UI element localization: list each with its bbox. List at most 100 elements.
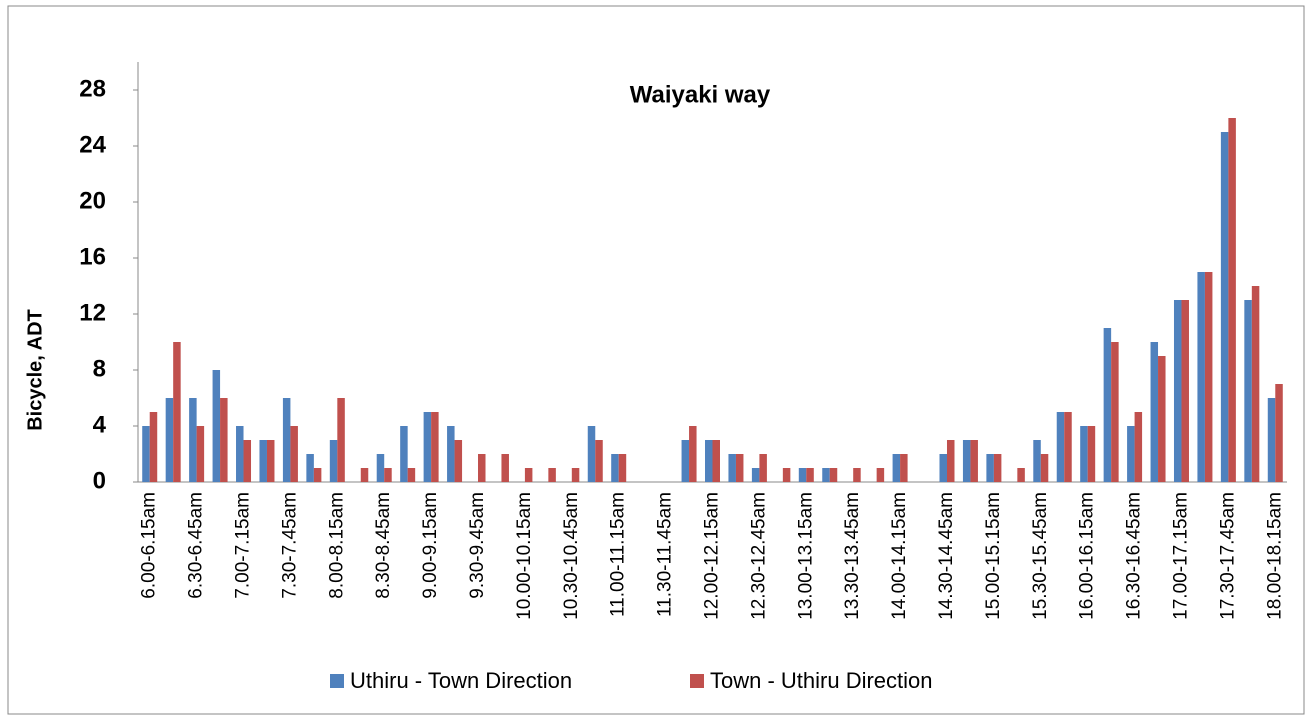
x-tick-label: 8.30-8.45am	[373, 492, 394, 599]
bar	[892, 454, 901, 482]
bar	[376, 454, 385, 482]
bar	[149, 412, 158, 482]
x-tick-label: 13.00-13.15am	[795, 492, 816, 620]
bar	[853, 468, 861, 482]
bar	[400, 426, 408, 482]
bar	[1251, 286, 1260, 482]
bar	[1033, 440, 1041, 482]
x-tick-label: 12.00-12.15am	[702, 492, 723, 620]
bar	[759, 454, 767, 482]
x-tick-label: 15.30-15.45am	[1030, 492, 1051, 620]
bar	[142, 426, 150, 482]
legend-label: Town - Uthiru Direction	[710, 668, 933, 693]
bar	[618, 454, 627, 482]
bar	[900, 454, 908, 482]
legend-swatch	[330, 674, 344, 688]
bar	[751, 468, 760, 482]
x-tick-label: 12.30-12.45am	[748, 492, 769, 620]
bar	[478, 454, 486, 482]
bar	[1150, 342, 1159, 482]
chart-border	[7, 5, 1305, 715]
x-tick-label: 6.00-6.15am	[139, 492, 160, 599]
x-tick-label: 14.30-14.45am	[936, 492, 957, 620]
bar	[1158, 356, 1166, 482]
bar	[548, 468, 556, 482]
bar	[689, 426, 697, 482]
bar	[165, 398, 174, 482]
bar	[939, 454, 947, 482]
bar	[970, 440, 978, 482]
x-tick-label: 8.00-8.15am	[326, 492, 347, 599]
y-tick-label: 24	[79, 131, 106, 158]
chart-title: Waiyaki way	[630, 81, 771, 108]
bar	[501, 454, 509, 482]
bar	[728, 454, 736, 482]
bar	[1103, 328, 1112, 482]
bar	[1127, 426, 1135, 482]
bar	[986, 454, 994, 482]
x-tick-label: 16.00-16.15am	[1077, 492, 1098, 620]
y-tick-label: 16	[79, 243, 106, 270]
x-tick-label: 10.00-10.15am	[514, 492, 535, 620]
bar	[407, 468, 416, 482]
bar	[1087, 426, 1096, 482]
bar	[876, 468, 885, 482]
bar	[1040, 454, 1049, 482]
x-tick-label: 17.00-17.15am	[1170, 492, 1191, 620]
bar	[595, 440, 603, 482]
bar	[173, 342, 181, 482]
bar	[1111, 342, 1119, 482]
bar	[1244, 300, 1252, 482]
bar	[329, 440, 338, 482]
bar	[1173, 300, 1182, 482]
bar	[454, 440, 463, 482]
bar	[1134, 412, 1143, 482]
x-tick-label: 9.00-9.15am	[420, 492, 441, 599]
y-tick-label: 28	[79, 75, 106, 102]
bar	[587, 426, 596, 482]
bar	[282, 398, 291, 482]
y-tick-label: 8	[93, 355, 106, 382]
y-tick-label: 12	[79, 299, 106, 326]
bar	[313, 468, 322, 482]
bar	[1267, 398, 1276, 482]
x-tick-label: 16.30-16.45am	[1124, 492, 1145, 620]
bar	[384, 468, 392, 482]
bar	[806, 468, 814, 482]
bar	[1056, 412, 1065, 482]
x-tick-label: 18.00-18.15am	[1264, 492, 1285, 620]
bar	[712, 440, 720, 482]
bar	[822, 468, 830, 482]
bar	[1204, 272, 1213, 482]
x-tick-label: 10.30-10.45am	[561, 492, 582, 620]
bar	[220, 398, 228, 482]
bar	[798, 468, 807, 482]
x-tick-label: 15.00-15.15am	[983, 492, 1004, 620]
x-tick-label: 9.30-9.45am	[467, 492, 488, 599]
bar	[993, 454, 1002, 482]
bar	[212, 370, 221, 482]
bar	[1181, 300, 1189, 482]
x-tick-label: 13.30-13.45am	[842, 492, 863, 620]
bar	[189, 398, 197, 482]
x-tick-label: 7.00-7.15am	[233, 492, 254, 599]
x-tick-label: 14.00-14.15am	[889, 492, 910, 620]
bar	[705, 440, 713, 482]
bar	[423, 412, 432, 482]
bar	[360, 468, 369, 482]
x-tick-label: 11.00-11.15am	[608, 492, 629, 617]
bar	[962, 440, 971, 482]
bar	[306, 454, 314, 482]
bar	[337, 398, 345, 482]
bar	[1080, 426, 1088, 482]
bar	[1228, 118, 1236, 482]
bar	[243, 440, 252, 482]
bar	[782, 468, 791, 482]
y-axis-label: Bicycle, ADT	[24, 309, 46, 431]
bar	[431, 412, 439, 482]
bar	[1017, 468, 1025, 482]
y-tick-label: 0	[93, 467, 106, 494]
bar	[196, 426, 205, 482]
y-tick-label: 4	[93, 411, 107, 438]
